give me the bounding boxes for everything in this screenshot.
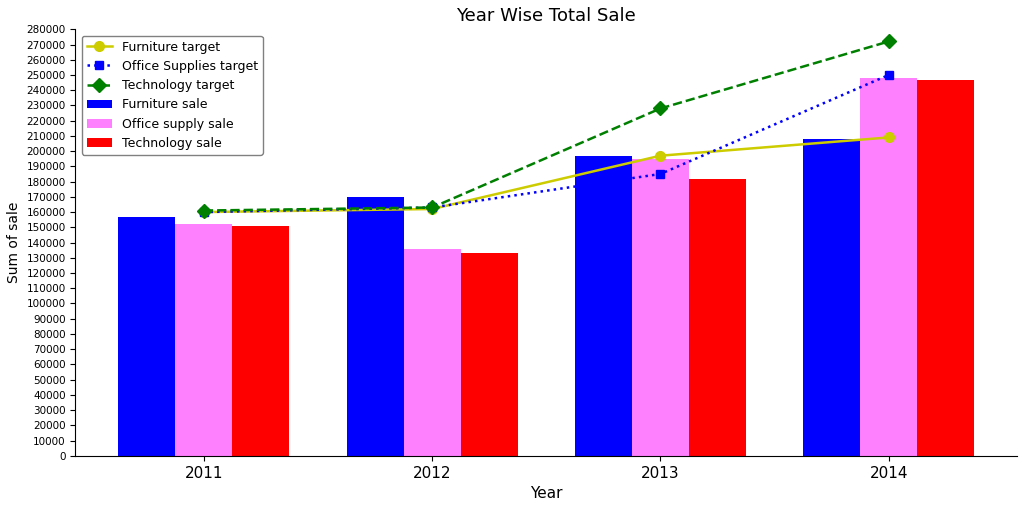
Technology target [426, 204, 438, 210]
X-axis label: Year: Year [530, 486, 562, 501]
Bar [689, 178, 746, 456]
Line: Furniture target: Furniture target [199, 133, 894, 217]
Technology target [198, 207, 210, 213]
Bar [461, 253, 518, 456]
Title: Year Wise Total Sale: Year Wise Total Sale [457, 7, 636, 25]
Technology target [654, 106, 667, 112]
Bar [346, 197, 403, 456]
Bar [632, 159, 689, 456]
Office Supplies target [426, 204, 438, 210]
Furniture target [654, 153, 667, 159]
Office Supplies target [654, 171, 667, 177]
Line: Technology target: Technology target [199, 37, 894, 215]
Technology target [883, 39, 895, 45]
Bar [232, 226, 290, 456]
Bar [918, 80, 974, 456]
Bar [175, 224, 232, 456]
Bar [403, 248, 461, 456]
Furniture target [883, 135, 895, 141]
Furniture target [426, 206, 438, 212]
Bar [118, 216, 175, 456]
Bar [574, 156, 632, 456]
Line: Office Supplies target: Office Supplies target [200, 71, 893, 216]
Y-axis label: Sum of sale: Sum of sale [7, 202, 20, 283]
Bar [860, 78, 918, 456]
Bar [803, 139, 860, 456]
Legend: Furniture target, Office Supplies target, Technology target, Furniture sale, Off: Furniture target, Office Supplies target… [82, 36, 263, 155]
Furniture target [198, 209, 210, 215]
Office Supplies target [198, 209, 210, 215]
Office Supplies target [883, 72, 895, 78]
